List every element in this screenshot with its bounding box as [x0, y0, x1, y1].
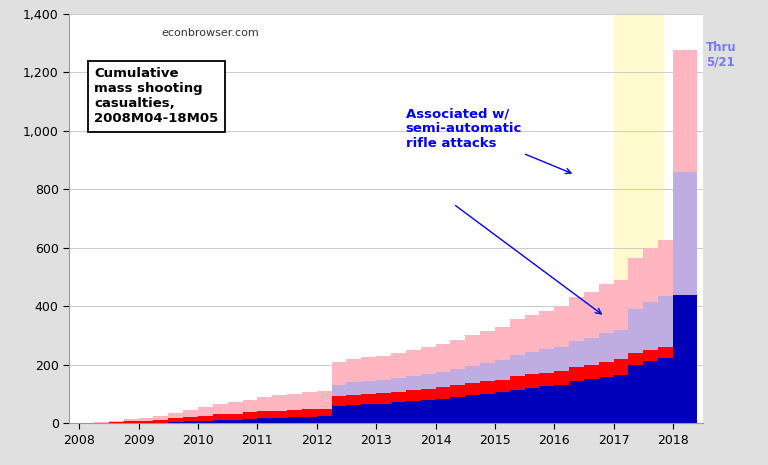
Bar	[614, 14, 663, 423]
Text: Cumulative
mass shooting
casualties,
2008M04-18M05: Cumulative mass shooting casualties, 200…	[94, 67, 219, 125]
Text: econbrowser.com: econbrowser.com	[161, 28, 259, 38]
Text: Thru
5/21: Thru 5/21	[706, 40, 737, 68]
Text: Associated w/
semi-automatic
rifle attacks: Associated w/ semi-automatic rifle attac…	[406, 107, 571, 173]
